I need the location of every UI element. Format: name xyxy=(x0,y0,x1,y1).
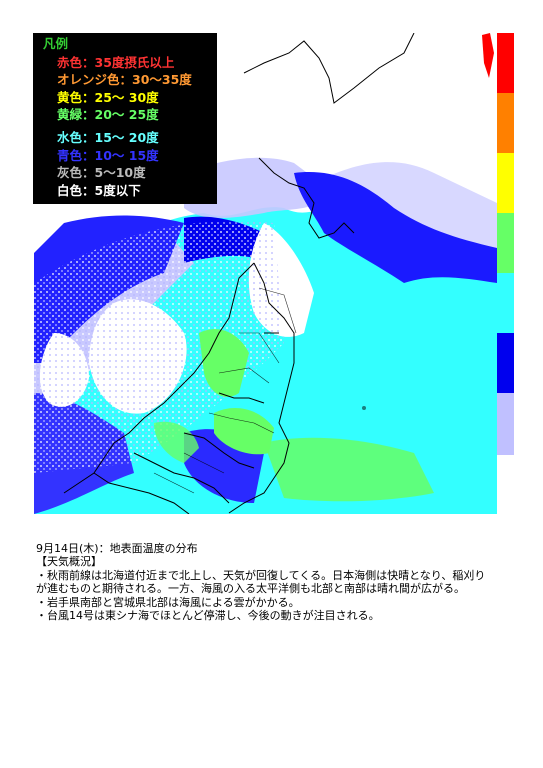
surface-temperature-map xyxy=(34,33,497,514)
color-scale-bar xyxy=(497,33,514,455)
caption-heading: 【天気概況】 xyxy=(36,555,102,569)
legend-title: 凡例 xyxy=(43,36,69,51)
island-speck xyxy=(362,406,366,410)
legend-item-yellow: 黄色：25～ 30度 xyxy=(57,89,159,105)
caption-line-1: ・秋雨前線は北海道付近まで北上し、天気が回復してくる。日本海側は快晴となり、稲刈… xyxy=(36,568,486,582)
legend-item-blue: 青色：10～ 15度 xyxy=(57,147,159,163)
prefecture-boundaries xyxy=(153,287,297,494)
green-area-kyushu xyxy=(154,421,199,463)
green-area-kanto xyxy=(214,408,274,455)
legend-item-red: 赤色：35度摂氏以上 xyxy=(57,54,175,70)
caption-line-2: が進むものと期待される。一方、海風の入る太平洋側も北部と南部は晴れ間が広がる。 xyxy=(36,582,465,596)
legend-box: 凡例 赤色：35度摂氏以上 オレンジ色：30～35度 黄色：25～ 30度 黄緑… xyxy=(33,33,217,204)
coastlines xyxy=(63,33,415,514)
scale-swatch-orange xyxy=(497,93,514,153)
speckle-overlay xyxy=(34,221,284,473)
green-area-pacific xyxy=(264,437,434,502)
caption-block: 9月14日(木)：地表面温度の分布 【天気概況】 ・秋雨前線は北海道付近まで北上… xyxy=(36,542,516,622)
blue-band-east xyxy=(294,172,497,283)
legend-item-yellowgreen: 黄緑：20～ 25度 xyxy=(57,107,159,123)
scale-swatch-lavender xyxy=(497,393,514,455)
scale-swatch-blue xyxy=(497,333,514,393)
red-marker-northeast xyxy=(482,33,494,78)
caption-line-4: ・台風14号は東シナ海でほとんど停滞し、今後の動きが注目される。 xyxy=(36,609,380,623)
scale-swatch-red xyxy=(497,33,514,93)
scale-swatch-green xyxy=(497,213,514,273)
caption-title: 9月14日(木)：地表面温度の分布 xyxy=(36,542,198,555)
scale-swatch-cyan xyxy=(497,273,514,333)
legend-item-lightblue: 水色：15～ 20度 xyxy=(57,129,159,145)
green-area-tohoku xyxy=(199,329,249,397)
legend-item-gray: 灰色：5～10度 xyxy=(57,165,146,181)
scale-swatch-yellow xyxy=(497,153,514,213)
legend-item-orange: オレンジ色：30～35度 xyxy=(57,72,192,88)
caption-line-3: ・岩手県南部と宮城県北部は海風による雲がかかる。 xyxy=(36,595,300,609)
legend-item-white: 白色：5度以下 xyxy=(57,182,141,198)
